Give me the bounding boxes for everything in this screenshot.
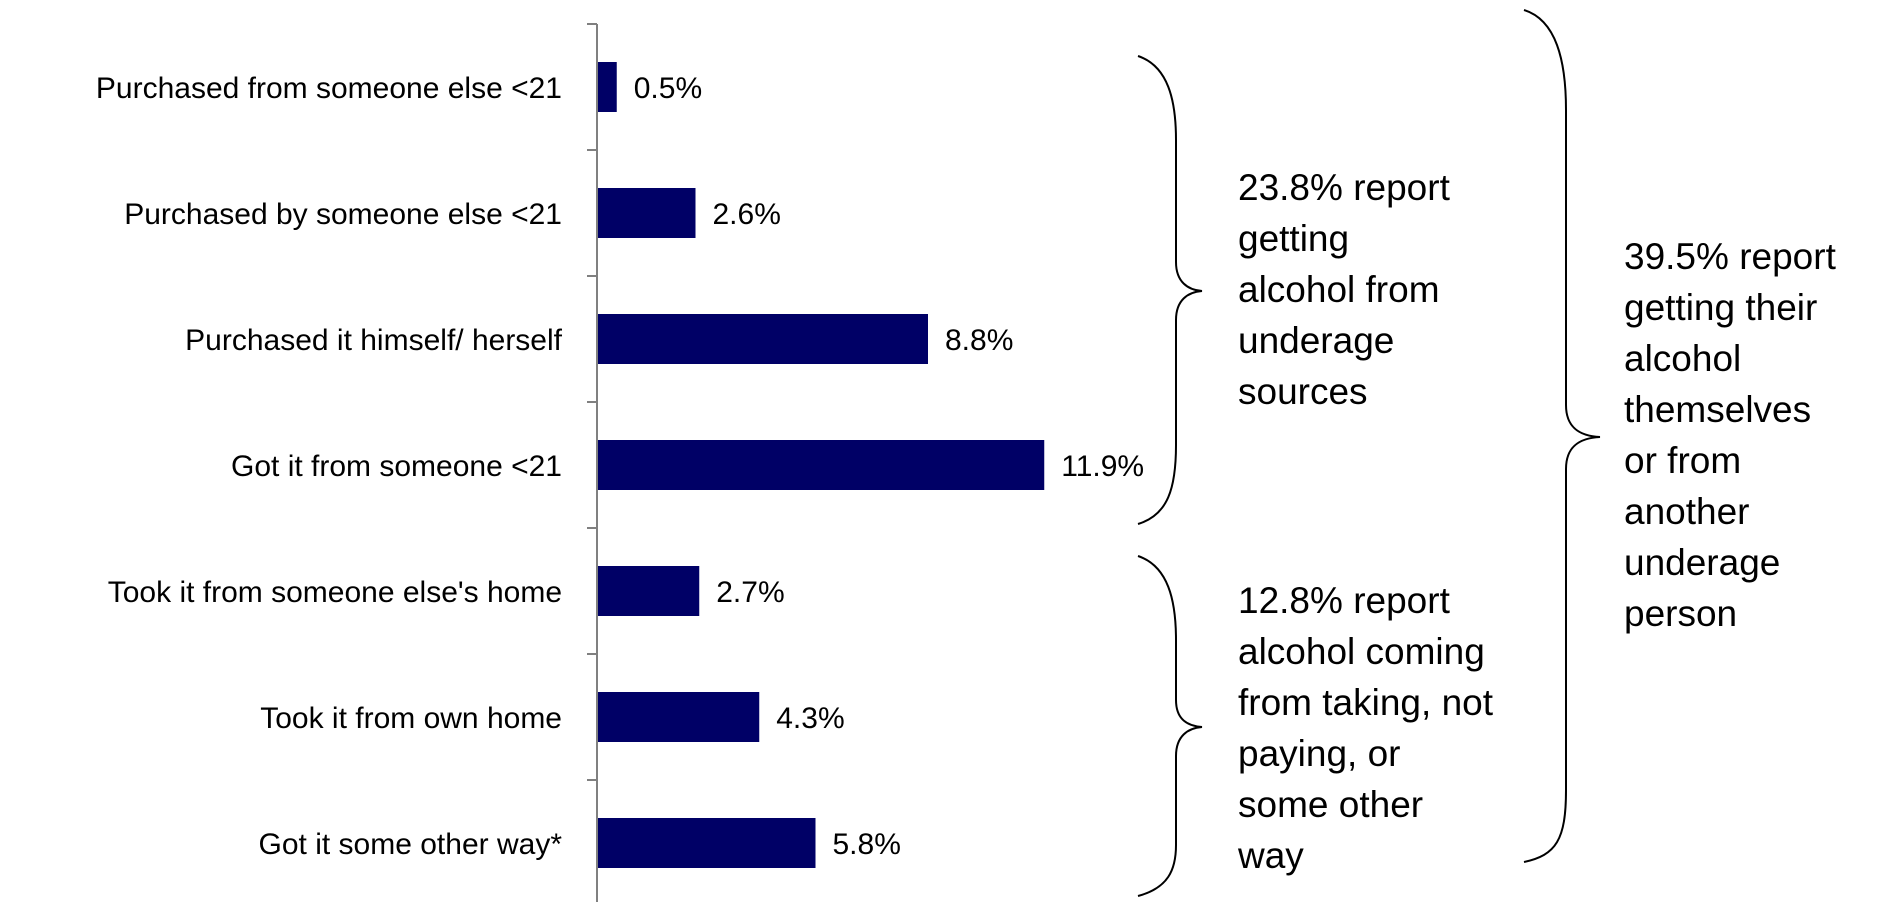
data-label: 2.7%: [716, 576, 784, 609]
bar: [598, 818, 816, 868]
data-label: 0.5%: [634, 72, 702, 105]
category-label: Purchased by someone else <21: [124, 198, 562, 231]
data-label: 4.3%: [776, 702, 844, 735]
data-label: 11.9%: [1061, 450, 1144, 483]
note-line: underage: [1624, 542, 1781, 583]
note-line: getting their: [1624, 287, 1818, 328]
bar: [598, 62, 617, 112]
data-label: 8.8%: [945, 324, 1013, 357]
note-line: 12.8% report: [1238, 580, 1450, 621]
data-label: 5.8%: [833, 828, 901, 861]
note-line: alcohol: [1624, 338, 1742, 379]
overall-note: 39.5% report getting their alcohol thems…: [1624, 231, 1836, 639]
underage-sources-note: 23.8% report getting alcohol from undera…: [1238, 162, 1450, 417]
note-line: way: [1238, 835, 1304, 876]
note-line: from taking, not: [1238, 682, 1494, 723]
note-line: some other: [1238, 784, 1424, 825]
note-line: or from: [1624, 440, 1742, 481]
category-labels: Purchased from someone else <21 Purchased…: [96, 72, 563, 861]
note-line: themselves: [1624, 389, 1812, 430]
note-line: getting: [1238, 218, 1350, 259]
value-labels: 0.5% 2.6% 8.8% 11.9% 2.7% 4.3% 5.8%: [634, 72, 1144, 861]
brackets: [1137, 9, 1601, 897]
bar: [598, 314, 928, 364]
overall-brace: [1523, 9, 1601, 863]
bar: [598, 440, 1045, 490]
note-line: 39.5% report: [1624, 236, 1836, 277]
category-label: Took it from own home: [260, 702, 562, 735]
note-line: alcohol from: [1238, 269, 1440, 310]
category-label: Purchased it himself/ herself: [185, 324, 562, 357]
taking-sources-note: 12.8% report alcohol coming from taking,…: [1238, 575, 1493, 881]
taking-sources-brace: [1137, 555, 1203, 897]
category-label: Took it from someone else's home: [108, 576, 562, 609]
note-line: paying, or: [1238, 733, 1401, 774]
note-line: underage: [1238, 320, 1395, 361]
category-label: Got it some other way*: [259, 828, 563, 861]
data-label: 2.6%: [713, 198, 781, 231]
note-line: another: [1624, 491, 1750, 532]
bars: [598, 62, 1045, 868]
y-axis: [587, 23, 598, 902]
note-line: person: [1624, 593, 1738, 634]
bar: [598, 566, 700, 616]
category-label: Got it from someone <21: [231, 450, 562, 483]
note-line: alcohol coming: [1238, 631, 1485, 672]
bar: [598, 692, 760, 742]
note-line: 23.8% report: [1238, 167, 1450, 208]
underage-sources-brace: [1137, 55, 1203, 525]
bar: [598, 188, 696, 238]
category-label: Purchased from someone else <21: [96, 72, 562, 105]
note-line: sources: [1238, 371, 1368, 412]
